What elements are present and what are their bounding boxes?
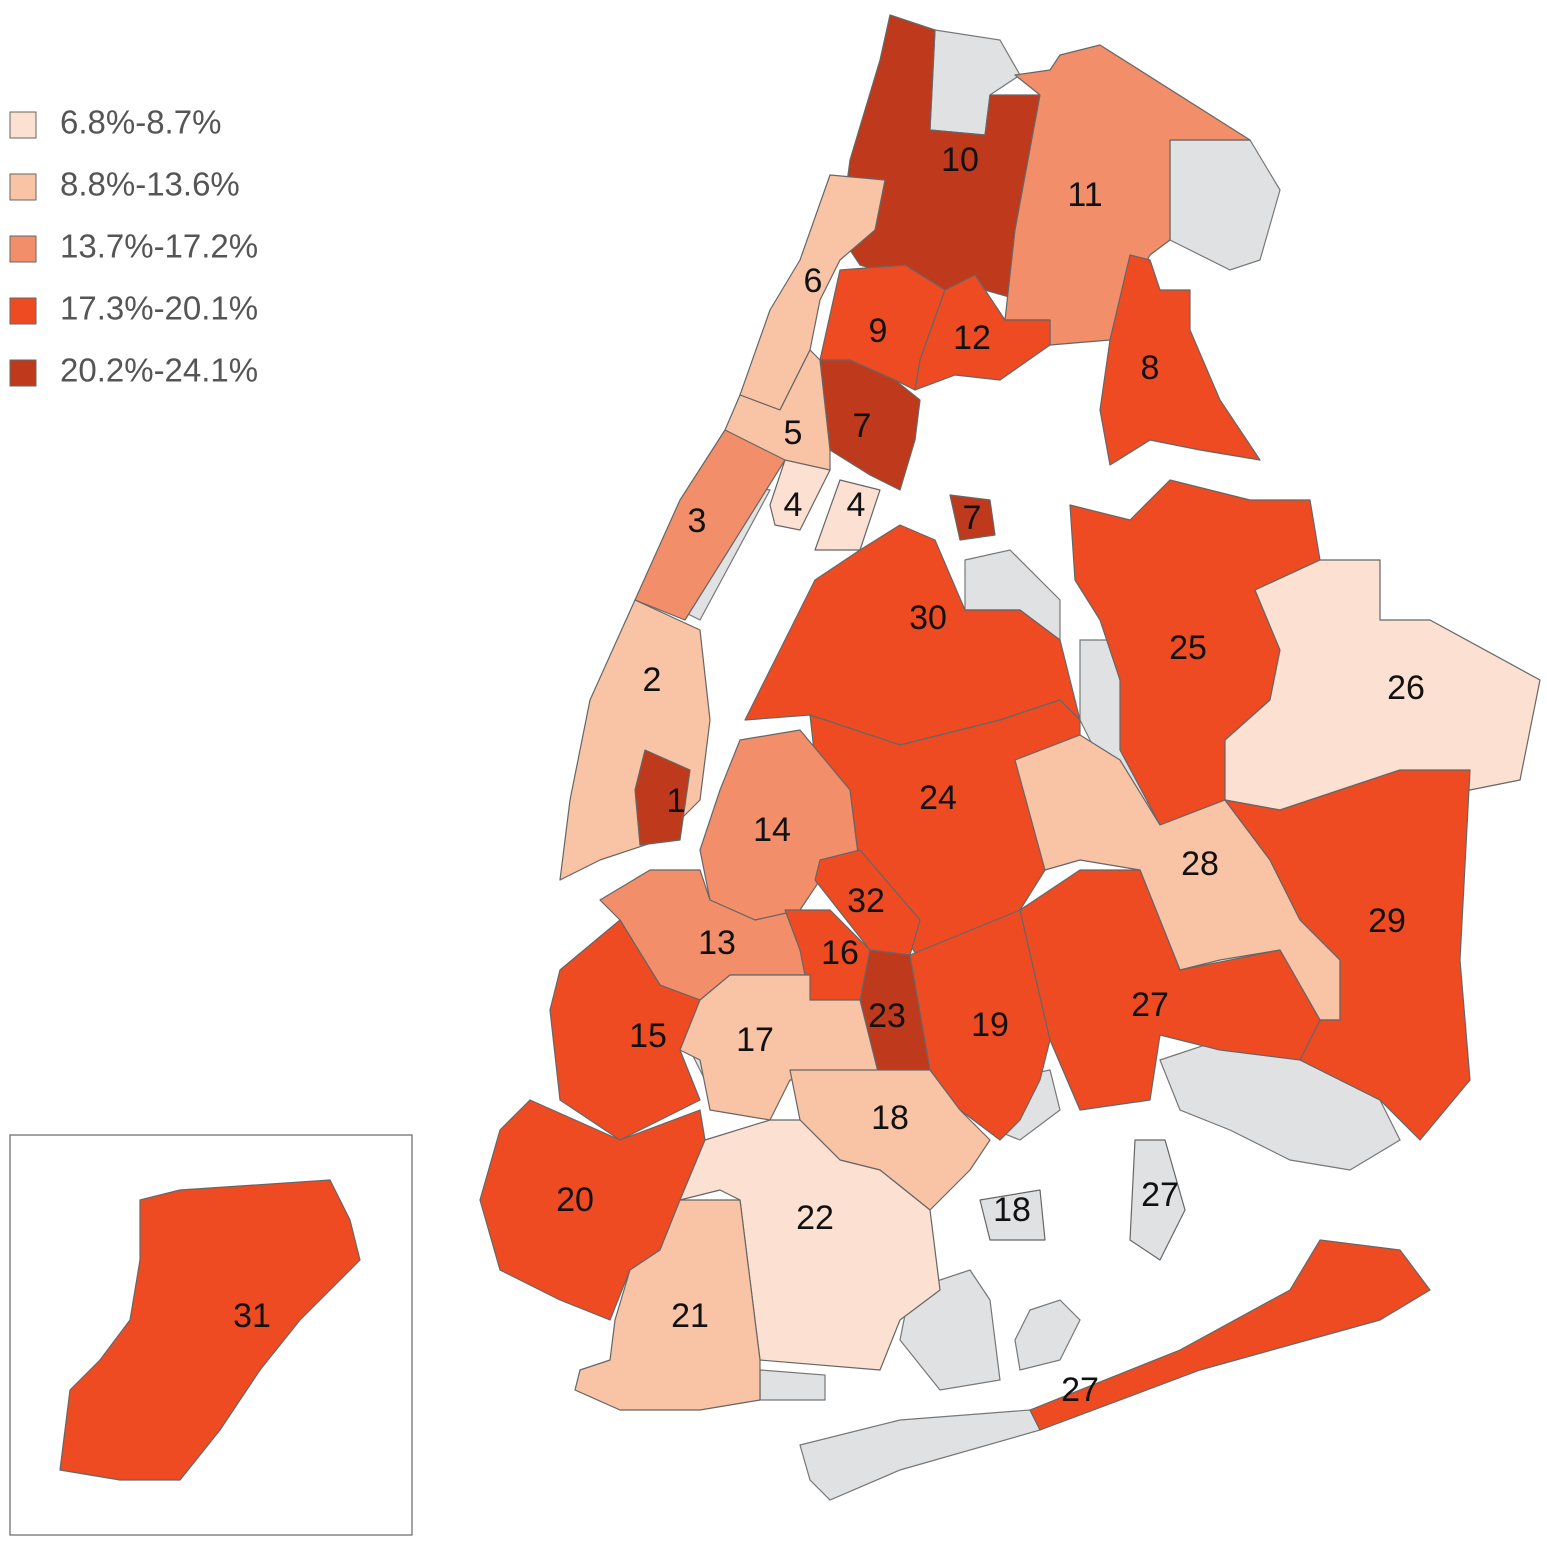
districts [59,14,1541,1481]
district-label: 8 [1141,349,1160,387]
district-label: 15 [629,1017,667,1055]
district-label: 21 [671,1297,709,1335]
district-label: 13 [698,924,736,962]
district [1224,769,1471,1141]
district [1099,254,1261,466]
district-label: 11 [1067,176,1102,214]
park-area [1169,139,1281,271]
district-label: 4 [847,486,866,524]
district [819,359,921,491]
district-label: 7 [963,499,982,537]
district [1019,869,1321,1111]
legend: 6.8%-8.7% 8.8%-13.6% 13.7%-17.2% 17.3%-20.1… [9,104,258,389]
park-area [759,1369,826,1401]
district-label: 4 [784,486,803,524]
legend-label: 17.3%-20.1% [60,290,258,327]
district-label: 31 [233,1297,271,1335]
district-label: 5 [784,414,803,452]
legend-swatch [9,359,37,387]
district-label: 12 [953,319,991,357]
island [1014,1299,1081,1371]
district-label: 9 [869,312,888,350]
district-label: 3 [688,502,707,540]
district-label: 32 [847,882,885,920]
legend-swatch [9,111,37,139]
district-label: 19 [971,1006,1009,1044]
legend-swatch [9,173,37,201]
district-label: 29 [1368,902,1406,940]
district-label: 30 [909,599,947,637]
district-label: 22 [796,1199,834,1237]
district-label: 20 [556,1181,594,1219]
legend-label: 8.8%-13.6% [60,166,240,203]
legend-label: 20.2%-24.1% [60,352,258,389]
district-label: 6 [804,262,823,300]
district-label: 18 [993,1191,1031,1229]
district [679,1119,941,1371]
district-label: 27 [1131,986,1169,1024]
district [679,974,881,1121]
district-label: 25 [1169,629,1207,667]
district-label: 16 [821,934,859,972]
district-label: 14 [753,811,791,849]
district-label: 10 [941,141,979,179]
district [1029,1239,1431,1431]
district [574,1199,761,1411]
district-label: 27 [1141,1176,1179,1214]
district [1129,1139,1186,1261]
district-label: 7 [853,407,872,445]
district [59,1179,361,1481]
legend-swatch [9,235,37,263]
district-label: 23 [868,997,906,1035]
district-label: 26 [1387,669,1425,707]
rockaway-west [799,1409,1041,1501]
district [949,494,996,541]
district [914,274,1051,391]
district-label: 1 [667,782,686,820]
district-label: 27 [1061,1371,1099,1409]
legend-swatch [9,297,37,325]
district [634,429,786,621]
district [549,919,701,1141]
district-label: 17 [736,1021,774,1059]
inset-frame [9,1134,413,1536]
district-label: 18 [871,1099,909,1137]
district [634,749,691,846]
legend-label: 6.8%-8.7% [60,104,221,141]
district [769,459,831,531]
district [559,599,711,881]
district-label: 24 [919,779,957,817]
legend-label: 13.7%-17.2% [60,228,258,265]
district [979,1189,1046,1241]
district-label: 28 [1181,845,1219,883]
district-label: 2 [643,661,662,699]
